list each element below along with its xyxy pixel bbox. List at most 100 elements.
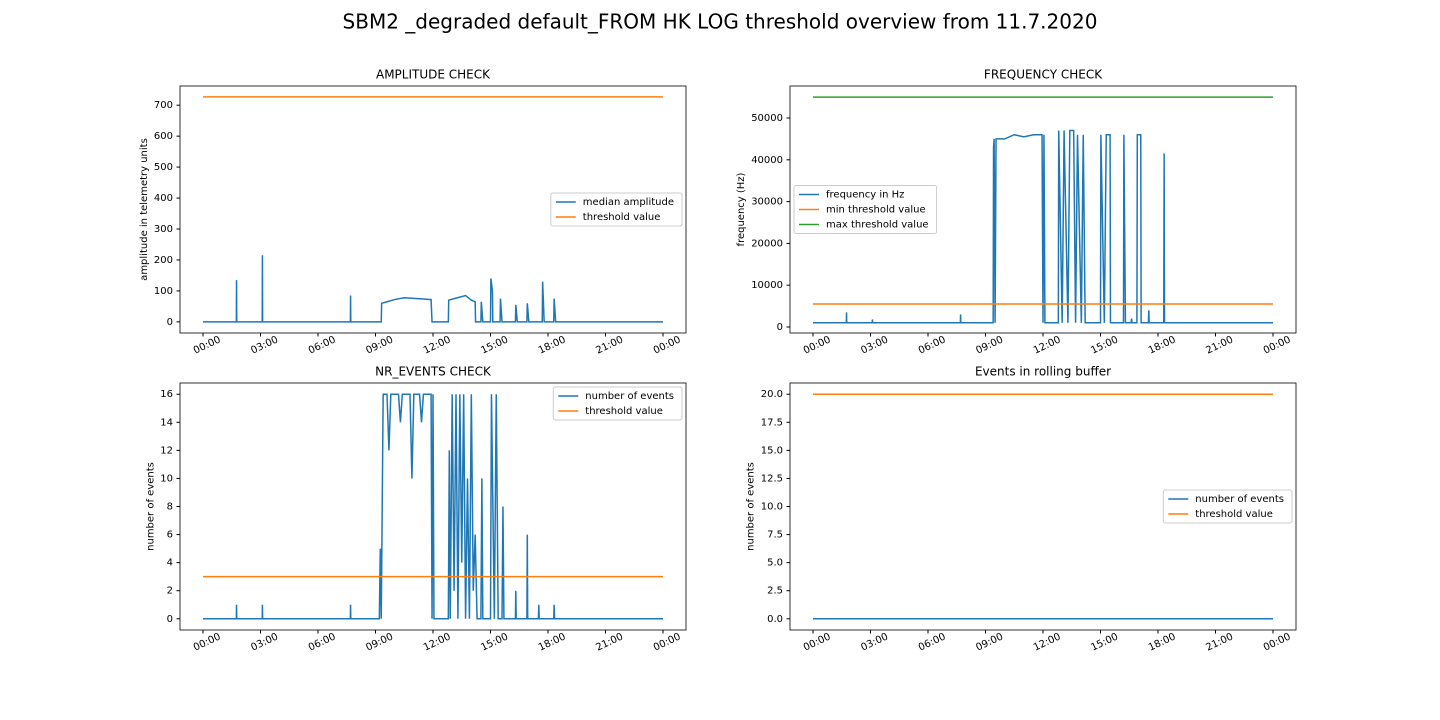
y-tick-label: 6 <box>167 530 173 541</box>
y-axis-label: amplitude in telemetry units <box>139 138 150 281</box>
figure-title: SBM2 _degraded default_FROM HK LOG thres… <box>343 10 1098 34</box>
legend-label: frequency in Hz <box>826 190 904 201</box>
legend: median amplitude threshold value <box>550 192 683 227</box>
legend-label: threshold value <box>585 406 663 417</box>
y-tick-label: 0 <box>777 322 783 333</box>
subplot: AMPLITUDE CHECK 0 100 200 300 400 500 600 700 00:… <box>139 68 687 357</box>
y-tick-label: 10 <box>160 473 173 484</box>
x-tick-label: 00:00 <box>652 334 683 356</box>
y-tick-label: 500 <box>154 162 173 173</box>
subplot: NR_EVENTS CHECK 0 2 4 6 8 10 12 14 16 00:00 03:00 06… <box>145 365 687 654</box>
x-tick-label: 06:00 <box>307 631 338 653</box>
legend-label: median amplitude <box>583 197 674 208</box>
x-tick-label: 00:00 <box>802 334 833 356</box>
y-tick-label: 10000 <box>751 280 783 291</box>
legend-label: number of events <box>585 391 674 402</box>
y-tick-label: 400 <box>154 193 173 204</box>
subplot-title: AMPLITUDE CHECK <box>376 68 491 82</box>
plot-frame <box>789 85 1297 334</box>
subplot-title: NR_EVENTS CHECK <box>375 365 492 379</box>
y-tick-label: 100 <box>154 286 173 297</box>
y-axis-label: number of events <box>145 462 156 551</box>
x-tick-label: 03:00 <box>249 631 280 653</box>
y-tick-label: 4 <box>167 558 173 569</box>
y-tick-label: 0.0 <box>767 614 783 625</box>
subplot-title: FREQUENCY CHECK <box>984 68 1103 82</box>
x-tick-label: 15:00 <box>479 334 510 356</box>
y-tick-label: 5.0 <box>767 558 783 569</box>
x-tick-label: 00:00 <box>1262 631 1293 653</box>
y-tick-label: 0 <box>167 317 173 328</box>
y-tick-label: 2 <box>167 586 173 597</box>
y-tick-label: 12 <box>160 445 173 456</box>
y-tick-label: 10.0 <box>761 502 783 513</box>
x-tick-label: 00:00 <box>652 631 683 653</box>
x-tick-label: 21:00 <box>1204 334 1235 356</box>
x-tick-label: 18:00 <box>1147 631 1178 653</box>
x-tick-label: 18:00 <box>537 334 568 356</box>
y-tick-label: 300 <box>154 224 173 235</box>
series-line <box>203 393 663 620</box>
y-tick-label: 14 <box>160 417 173 428</box>
subplot: FREQUENCY CHECK 0 10000 20000 30000 40000 5000… <box>736 68 1297 357</box>
legend-box <box>1162 489 1293 524</box>
y-tick-label: 600 <box>154 131 173 142</box>
x-tick-label: 06:00 <box>917 334 948 356</box>
y-tick-label: 7.5 <box>767 530 783 541</box>
y-tick-label: 0 <box>167 614 173 625</box>
x-tick-label: 18:00 <box>1147 334 1178 356</box>
y-tick-label: 20.0 <box>761 389 783 400</box>
legend-label: number of events <box>1195 494 1284 505</box>
y-tick-label: 700 <box>154 100 173 111</box>
x-tick-label: 03:00 <box>249 334 280 356</box>
y-tick-label: 20000 <box>751 238 783 249</box>
y-tick-label: 12.5 <box>761 473 783 484</box>
x-tick-label: 09:00 <box>364 334 395 356</box>
x-tick-label: 06:00 <box>307 334 338 356</box>
y-tick-label: 15.0 <box>761 445 783 456</box>
x-tick-label: 00:00 <box>192 631 223 653</box>
x-tick-label: 21:00 <box>594 631 625 653</box>
x-tick-label: 09:00 <box>974 631 1005 653</box>
series-line <box>203 255 663 323</box>
legend-box <box>552 386 683 421</box>
y-tick-label: 2.5 <box>767 586 783 597</box>
plot-frame <box>789 382 1297 631</box>
y-tick-label: 50000 <box>751 113 783 124</box>
x-tick-label: 00:00 <box>1262 334 1293 356</box>
y-tick-label: 8 <box>167 502 173 513</box>
x-tick-label: 03:00 <box>859 631 890 653</box>
y-tick-label: 30000 <box>751 197 783 208</box>
x-tick-label: 21:00 <box>594 334 625 356</box>
y-tick-label: 40000 <box>751 155 783 166</box>
x-tick-label: 21:00 <box>1204 631 1235 653</box>
y-tick-label: 200 <box>154 255 173 266</box>
x-tick-label: 12:00 <box>422 334 453 356</box>
legend: frequency in Hz min threshold value max th… <box>793 185 938 234</box>
y-tick-label: 16 <box>160 389 173 400</box>
x-tick-label: 12:00 <box>1032 631 1063 653</box>
y-tick-label: 17.5 <box>761 417 783 428</box>
y-axis-label: number of events <box>746 462 757 551</box>
x-tick-label: 15:00 <box>479 631 510 653</box>
plot-frame <box>179 85 687 334</box>
legend-box <box>793 185 938 234</box>
x-tick-label: 18:00 <box>537 631 568 653</box>
legend-label: threshold value <box>583 212 661 223</box>
x-tick-label: 00:00 <box>192 334 223 356</box>
x-tick-label: 00:00 <box>802 631 833 653</box>
x-tick-label: 09:00 <box>974 334 1005 356</box>
x-tick-label: 15:00 <box>1089 631 1120 653</box>
y-axis-label: frequency (Hz) <box>736 172 747 246</box>
x-tick-label: 09:00 <box>364 631 395 653</box>
subplot-title: Events in rolling buffer <box>975 365 1111 379</box>
legend-box <box>550 192 683 227</box>
x-tick-label: 03:00 <box>859 334 890 356</box>
x-tick-label: 12:00 <box>1032 334 1063 356</box>
legend-label: min threshold value <box>826 205 926 216</box>
plot-frame <box>179 382 687 631</box>
legend-label: max threshold value <box>826 220 929 231</box>
subplot: Events in rolling buffer 0.0 2.5 5.0 7.5 10.0… <box>746 365 1297 654</box>
